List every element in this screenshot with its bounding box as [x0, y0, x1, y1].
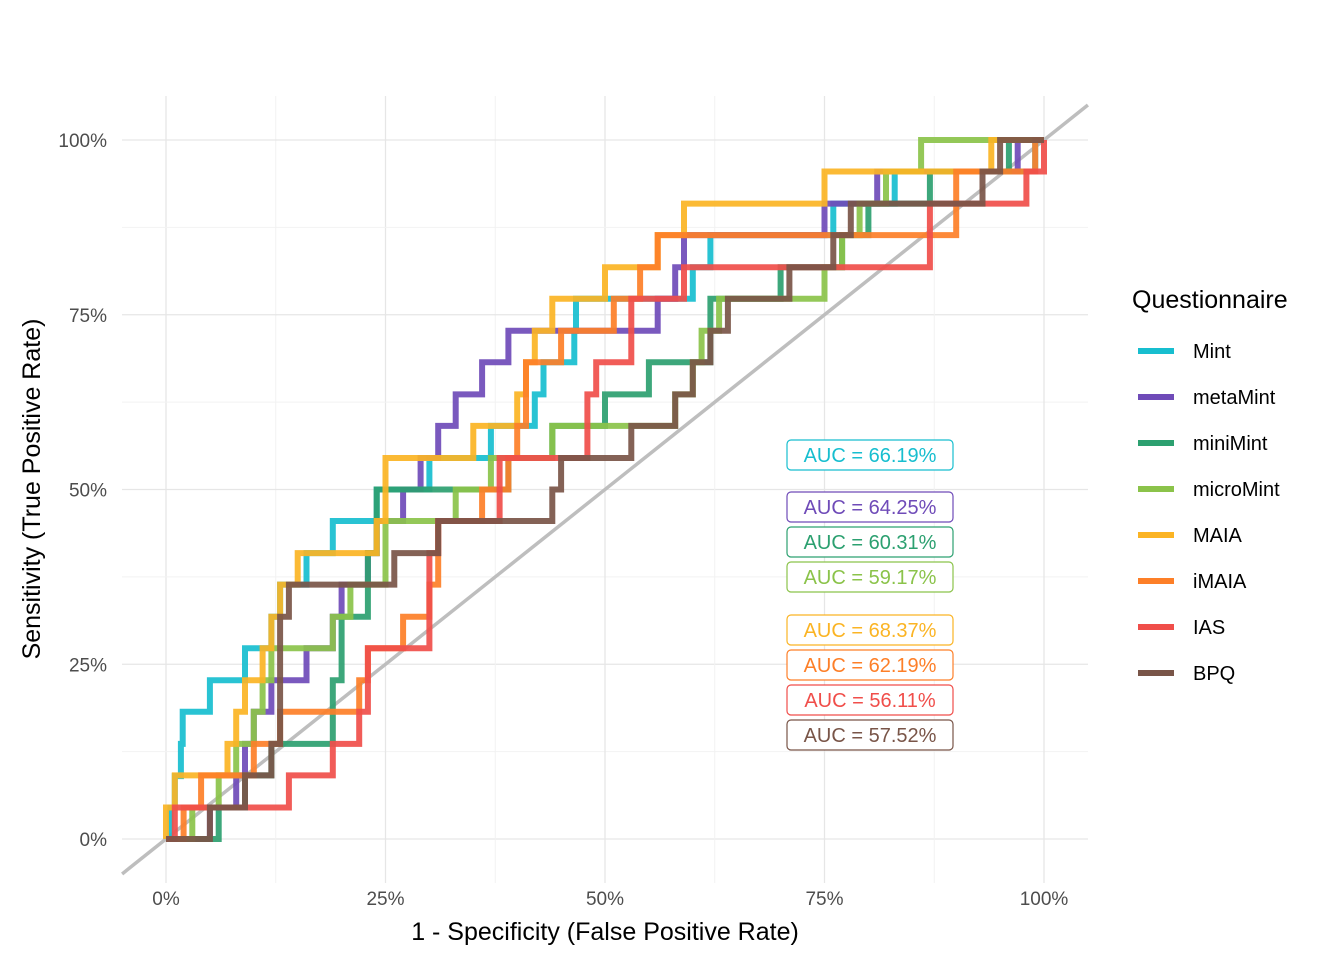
- x-tick-label: 25%: [366, 889, 404, 910]
- auc-label-Mint: AUC = 66.19%: [786, 439, 954, 471]
- y-tick-label: 25%: [69, 655, 107, 676]
- auc-label-box: [786, 561, 954, 593]
- legend-label-IAS: IAS: [1193, 617, 1225, 639]
- x-tick-label: 100%: [1020, 889, 1069, 910]
- auc-label-text: AUC = 64.25%: [804, 497, 937, 519]
- auc-label-text: AUC = 66.19%: [804, 445, 937, 467]
- auc-label-text: AUC = 62.19%: [804, 655, 937, 677]
- y-axis-title: Sensitivity (True Positive Rate): [18, 319, 46, 660]
- auc-label-text: AUC = 59.17%: [804, 567, 937, 589]
- y-tick-label: 75%: [69, 306, 107, 327]
- legend: Questionnaire Mint metaMint miniMint microM…: [1132, 286, 1288, 685]
- auc-label-metaMint: AUC = 64.25%: [786, 491, 954, 523]
- auc-label-microMint: AUC = 59.17%: [786, 561, 954, 593]
- legend-label-metaMint: metaMint: [1193, 387, 1276, 409]
- x-tick-label: 0%: [152, 889, 180, 910]
- auc-label-box: [786, 684, 954, 716]
- roc-curve-IAS: [166, 140, 1047, 842]
- legend-label-MAIA: MAIA: [1193, 525, 1243, 547]
- roc-curves: [163, 137, 1047, 842]
- auc-label-MAIA: AUC = 68.37%: [786, 614, 954, 646]
- legend-label-BPQ: BPQ: [1193, 663, 1235, 685]
- legend-label-Mint: Mint: [1193, 341, 1231, 363]
- auc-label-BPQ: AUC = 57.52%: [786, 719, 954, 751]
- auc-label-miniMint: AUC = 60.31%: [786, 526, 954, 558]
- x-axis-title: 1 - Specificity (False Positive Rate): [411, 918, 799, 946]
- x-tick-label: 50%: [586, 889, 624, 910]
- axis-ticks: 0% 25% 50% 75% 100% 0% 25% 50% 75% 100%: [58, 131, 1068, 910]
- roc-curve-BPQ: [166, 137, 1044, 842]
- auc-label-IAS: AUC = 56.11%: [786, 684, 954, 716]
- legend-label-microMint: microMint: [1193, 479, 1280, 501]
- auc-label-text: AUC = 57.52%: [804, 725, 937, 747]
- auc-label-box: [786, 491, 954, 523]
- auc-label-box: [786, 526, 954, 558]
- auc-label-box: [786, 439, 954, 471]
- auc-label-iMAIA: AUC = 62.19%: [786, 649, 954, 681]
- auc-label-box: [786, 649, 954, 681]
- roc-curve-microMint: [166, 137, 1044, 842]
- auc-label-box: [786, 719, 954, 751]
- y-tick-label: 0%: [80, 830, 108, 851]
- auc-label-text: AUC = 68.37%: [804, 620, 937, 642]
- auc-label-box: [786, 614, 954, 646]
- legend-title: Questionnaire: [1132, 286, 1288, 314]
- legend-label-miniMint: miniMint: [1193, 433, 1268, 455]
- legend-label-iMAIA: iMAIA: [1193, 571, 1247, 593]
- y-tick-label: 50%: [69, 481, 107, 502]
- auc-label-text: AUC = 56.11%: [804, 690, 936, 712]
- auc-label-text: AUC = 60.31%: [804, 532, 937, 554]
- auc-labels: AUC = 66.19% AUC = 64.25% AUC = 60.31% AUC …: [786, 439, 954, 751]
- x-tick-label: 75%: [805, 889, 843, 910]
- y-tick-label: 100%: [58, 131, 107, 152]
